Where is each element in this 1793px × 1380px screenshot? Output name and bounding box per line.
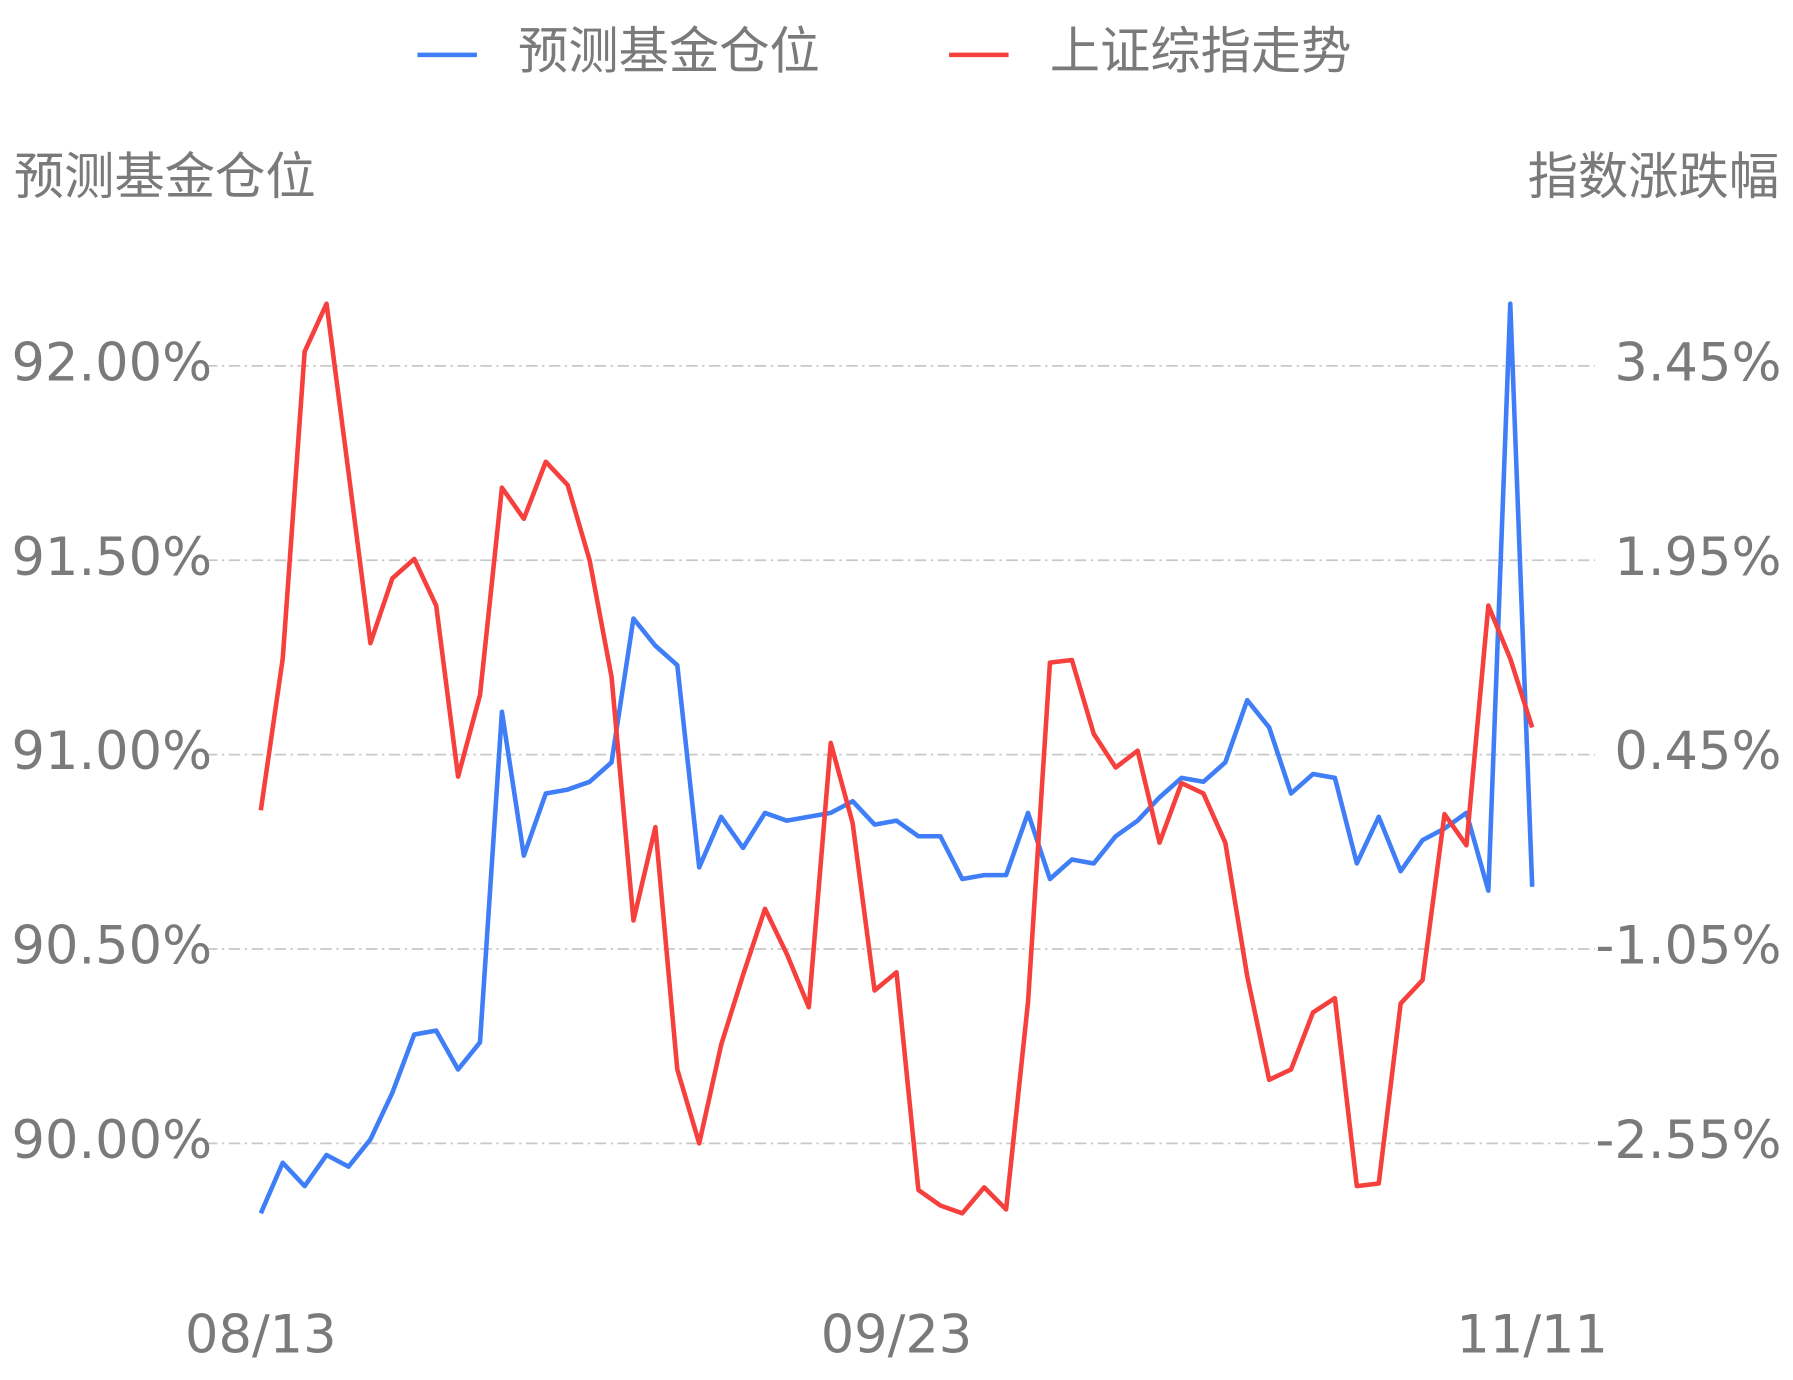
- y2-axis-title: 指数涨跌幅: [1528, 147, 1779, 206]
- y2-tick-label: 3.45%: [1614, 333, 1781, 394]
- y2-tick-label: -2.55%: [1595, 1110, 1781, 1171]
- y-tick-label: 91.50%: [12, 527, 212, 588]
- x-tick-label: 08/13: [185, 1304, 337, 1365]
- y-tick-label: 90.00%: [12, 1110, 212, 1171]
- y2-tick-label: 1.95%: [1614, 527, 1781, 588]
- legend-label: 上证综指走势: [1050, 21, 1352, 80]
- line-series: [258, 301, 1535, 1215]
- y-tick-label: 92.00%: [12, 333, 212, 394]
- line-series: [258, 301, 1535, 1216]
- x-tick-label: 11/11: [1456, 1304, 1608, 1365]
- legend-label: 预测基金仓位: [518, 21, 820, 80]
- y-tick-label: 90.50%: [12, 916, 212, 977]
- y-tick-label: 91.00%: [12, 721, 212, 782]
- x-tick-label: 09/23: [821, 1304, 973, 1365]
- y2-tick-label: -1.05%: [1595, 916, 1781, 977]
- y2-tick-label: 0.45%: [1614, 721, 1781, 782]
- y-axis-title: 预测基金仓位: [14, 147, 316, 206]
